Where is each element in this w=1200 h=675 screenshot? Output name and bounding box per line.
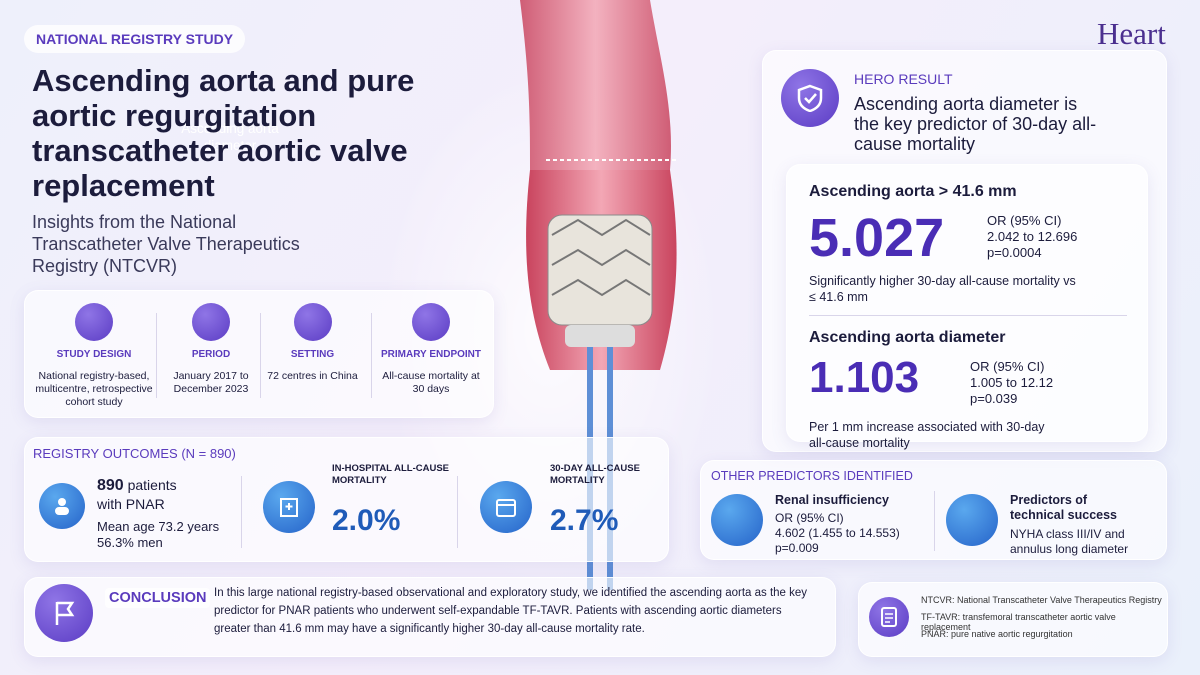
- predictor-lines: NYHA class III/IV and annulus long diame…: [1010, 527, 1150, 557]
- illustration-text: Ascending aorta diameter: [181, 121, 279, 153]
- divider: [934, 491, 935, 551]
- icon: [869, 597, 909, 637]
- patients-count: 890: [97, 477, 124, 494]
- fact-text: National registry-based, multicentre, re…: [35, 370, 153, 408]
- icon: [946, 494, 998, 546]
- icon: [293, 303, 332, 341]
- divider: [241, 476, 242, 548]
- divider: [457, 476, 458, 548]
- results: Ascending aorta > 41.6 mm 5.027 OR (95% CI…: [786, 164, 1148, 450]
- result-or: OR (95% CI) 1.005 to 12.12 p=0.039: [970, 359, 1053, 407]
- or-label: OR (95% CI): [970, 359, 1045, 374]
- men: 56.3% men: [97, 535, 163, 550]
- or-label: OR (95% CI): [987, 213, 1062, 228]
- divider: [809, 315, 1127, 316]
- fact: SETTING 72 centres in China: [265, 291, 360, 383]
- divider: [156, 313, 157, 398]
- result-note: Significantly higher 30-day all-cause mo…: [809, 274, 1076, 304]
- fact-label: SETTING: [290, 349, 335, 360]
- abbreviation: TF-TAVR: transfemoral transcatheter aort…: [921, 612, 1116, 632]
- outcomes: REGISTRY OUTCOMES (N = 890) 890 patients…: [24, 437, 669, 562]
- age: Mean age 73.2 years: [97, 519, 220, 534]
- predictor-line: NYHA class III/IV and annulus long diame…: [1010, 527, 1129, 556]
- divider: [260, 313, 261, 398]
- divider: [371, 313, 372, 398]
- day30-label: 30-DAY ALL-CAUSE MORTALITY: [550, 463, 640, 486]
- ci: 1.005 to 12.12: [970, 375, 1054, 390]
- hero-text: Ascending aorta diameter is the key pred…: [854, 94, 1097, 154]
- abbreviation: PNAR: pure native aortic regurgitation: [921, 629, 1073, 639]
- illustration-label: Ascending aorta diameter: [180, 120, 280, 154]
- in-hospital-label: IN-HOSPITAL ALL-CAUSE MORTALITY: [332, 463, 449, 486]
- fact-text: January 2017 to December 2023: [173, 370, 249, 395]
- hero-label: HERO RESULT: [854, 71, 953, 87]
- brand: Heart: [1097, 16, 1166, 51]
- day30-value: 2.7%: [550, 504, 619, 537]
- hero-card: HERO RESULT Ascending aorta diameter is …: [762, 50, 1167, 452]
- fact-label: STUDY DESIGN: [56, 349, 132, 360]
- predictor-line: 4.602 (1.455 to 14.553): [775, 526, 900, 540]
- result-note: Per 1 mm increase associated with 30-day…: [809, 420, 1045, 450]
- abbreviations: NTCVR: National Transcatheter Valve Ther…: [858, 582, 1168, 657]
- fact-text: All-cause mortality at 30 days: [382, 370, 480, 395]
- fact: PERIOD January 2017 to December 2023: [161, 291, 261, 396]
- icon: [39, 483, 85, 529]
- fact-label: PERIOD: [191, 349, 231, 360]
- conclusion: CONCLUSION In this large national regist…: [24, 577, 836, 657]
- conclusion-text: In this large national registry-based ob…: [214, 587, 808, 635]
- icon: [480, 481, 532, 533]
- result-or: OR (95% CI) 2.042 to 12.696 p=0.0004: [987, 213, 1077, 261]
- icon: [75, 303, 113, 341]
- outcomes-title: REGISTRY OUTCOMES (N = 890): [33, 446, 236, 461]
- fact-label: PRIMARY ENDPOINT: [380, 349, 481, 360]
- other-title: OTHER PREDICTORS IDENTIFIED: [711, 469, 913, 483]
- icon: [781, 69, 839, 127]
- predictor-line: p=0.009: [775, 541, 819, 555]
- fact: PRIMARY ENDPOINT All-cause mortality at 3…: [376, 291, 486, 396]
- badge: NATIONAL REGISTRY STUDY: [24, 25, 246, 53]
- study-facts: STUDY DESIGN National registry-based, mul…: [24, 290, 494, 418]
- icon: [711, 494, 763, 546]
- predictor-title: Renal insufficiency: [775, 493, 889, 507]
- icon: [35, 584, 93, 642]
- ci: 2.042 to 12.696: [987, 229, 1078, 244]
- p-value: p=0.039: [970, 391, 1018, 406]
- in-hospital-value: 2.0%: [332, 504, 401, 537]
- result-value: 5.027: [809, 208, 945, 268]
- result-heading: Ascending aorta > 41.6 mm: [809, 183, 1017, 200]
- result-heading: Ascending aorta diameter: [809, 329, 1006, 346]
- fact-text: 72 centres in China: [267, 370, 358, 382]
- icon: [263, 481, 315, 533]
- conclusion-label: CONCLUSION: [105, 588, 211, 608]
- p-value: p=0.0004: [987, 245, 1042, 260]
- icon: [412, 303, 450, 341]
- patients: 890 patients with PNAR Mean age 73.2 yea…: [97, 476, 219, 551]
- predictor-line: OR (95% CI): [775, 511, 844, 525]
- title: Ascending aorta and pure aortic regurgit…: [32, 63, 415, 203]
- icon: [192, 303, 230, 341]
- patients-unit: patients: [127, 477, 177, 493]
- fact: STUDY DESIGN National registry-based, mul…: [35, 291, 153, 409]
- other-predictors: OTHER PREDICTORS IDENTIFIED Renal insuff…: [700, 460, 1167, 560]
- predictor-title: Predictors of technical success: [1010, 493, 1118, 522]
- result-value: 1.103: [809, 353, 920, 402]
- predictor-lines: OR (95% CI) 4.602 (1.455 to 14.553) p=0.00…: [775, 511, 915, 556]
- abbreviation: NTCVR: National Transcatheter Valve Ther…: [921, 595, 1162, 605]
- subtitle: Insights from the National Transcatheter…: [32, 212, 300, 276]
- patients-line: with PNAR: [97, 496, 165, 512]
